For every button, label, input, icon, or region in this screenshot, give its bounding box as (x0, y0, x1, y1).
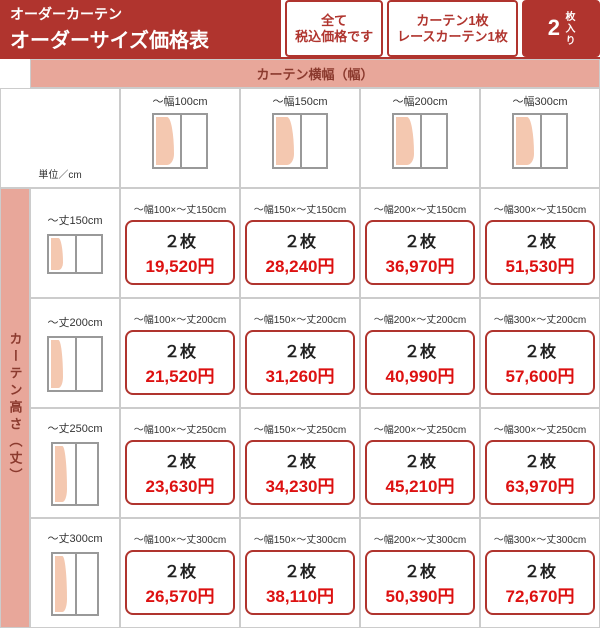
window-icon (512, 113, 568, 169)
row-head-200: 〜丈200cm (30, 298, 120, 408)
price-grid: 単位／cm 〜幅100cm 〜幅150cm 〜幅200cm 〜幅300cm カー… (0, 88, 600, 628)
price-cell: 〜幅300×〜丈200cm ２枚 57,600円 (480, 298, 600, 408)
price-box: ２枚 45,210円 (365, 440, 475, 505)
height-axis-header: カーテン高さ（丈） (0, 188, 30, 628)
price-cell: 〜幅300×〜丈150cm ２枚 51,530円 (480, 188, 600, 298)
header-subtitle: オーダーカーテン (10, 4, 271, 24)
price-box: ２枚 50,390円 (365, 550, 475, 615)
price-cell: 〜幅200×〜丈200cm ２枚 40,990円 (360, 298, 480, 408)
price-box: ２枚 57,600円 (485, 330, 595, 395)
price-box: ２枚 31,260円 (245, 330, 355, 395)
col-head-100: 〜幅100cm (120, 88, 240, 188)
price-cell: 〜幅100×〜丈200cm ２枚 21,520円 (120, 298, 240, 408)
price-cell: 〜幅100×〜丈150cm ２枚 19,520円 (120, 188, 240, 298)
col-head-300: 〜幅300cm (480, 88, 600, 188)
header-title-block: オーダーカーテン オーダーサイズ価格表 (0, 0, 281, 57)
price-box: ２枚 19,520円 (125, 220, 235, 285)
window-icon (51, 552, 99, 616)
window-icon (47, 336, 103, 392)
badge-quantity: 2 枚入り (522, 0, 600, 57)
width-axis-header: カーテン横幅（幅） (30, 59, 600, 88)
window-icon (47, 234, 103, 274)
price-cell: 〜幅150×〜丈250cm ２枚 34,230円 (240, 408, 360, 518)
row-head-250: 〜丈250cm (30, 408, 120, 518)
col-head-200: 〜幅200cm (360, 88, 480, 188)
price-cell: 〜幅150×〜丈300cm ２枚 38,110円 (240, 518, 360, 628)
price-box: ２枚 72,670円 (485, 550, 595, 615)
price-cell: 〜幅200×〜丈300cm ２枚 50,390円 (360, 518, 480, 628)
col-head-150: 〜幅150cm (240, 88, 360, 188)
price-box: ２枚 36,970円 (365, 220, 475, 285)
price-box: ２枚 51,530円 (485, 220, 595, 285)
price-box: ２枚 23,630円 (125, 440, 235, 505)
window-icon (272, 113, 328, 169)
price-cell: 〜幅150×〜丈200cm ２枚 31,260円 (240, 298, 360, 408)
row-head-300: 〜丈300cm (30, 518, 120, 628)
price-cell: 〜幅200×〜丈150cm ２枚 36,970円 (360, 188, 480, 298)
badge-set-contents: カーテン1枚 レースカーテン1枚 (387, 0, 518, 57)
price-cell: 〜幅300×〜丈250cm ２枚 63,970円 (480, 408, 600, 518)
price-box: ２枚 40,990円 (365, 330, 475, 395)
price-cell: 〜幅150×〜丈150cm ２枚 28,240円 (240, 188, 360, 298)
price-box: ２枚 38,110円 (245, 550, 355, 615)
price-box: ２枚 34,230円 (245, 440, 355, 505)
window-icon (51, 442, 99, 506)
window-icon (392, 113, 448, 169)
price-cell: 〜幅200×〜丈250cm ２枚 45,210円 (360, 408, 480, 518)
price-cell: 〜幅300×〜丈300cm ２枚 72,670円 (480, 518, 600, 628)
header-title: オーダーサイズ価格表 (10, 24, 271, 53)
unit-label: 単位／cm (0, 88, 120, 188)
price-box: ２枚 63,970円 (485, 440, 595, 505)
badge-tax-included: 全て 税込価格です (285, 0, 383, 57)
header: オーダーカーテン オーダーサイズ価格表 全て 税込価格です カーテン1枚 レース… (0, 0, 600, 59)
price-cell: 〜幅100×〜丈250cm ２枚 23,630円 (120, 408, 240, 518)
price-box: ２枚 28,240円 (245, 220, 355, 285)
row-head-150: 〜丈150cm (30, 188, 120, 298)
price-cell: 〜幅100×〜丈300cm ２枚 26,570円 (120, 518, 240, 628)
window-icon (152, 113, 208, 169)
price-box: ２枚 21,520円 (125, 330, 235, 395)
price-box: ２枚 26,570円 (125, 550, 235, 615)
